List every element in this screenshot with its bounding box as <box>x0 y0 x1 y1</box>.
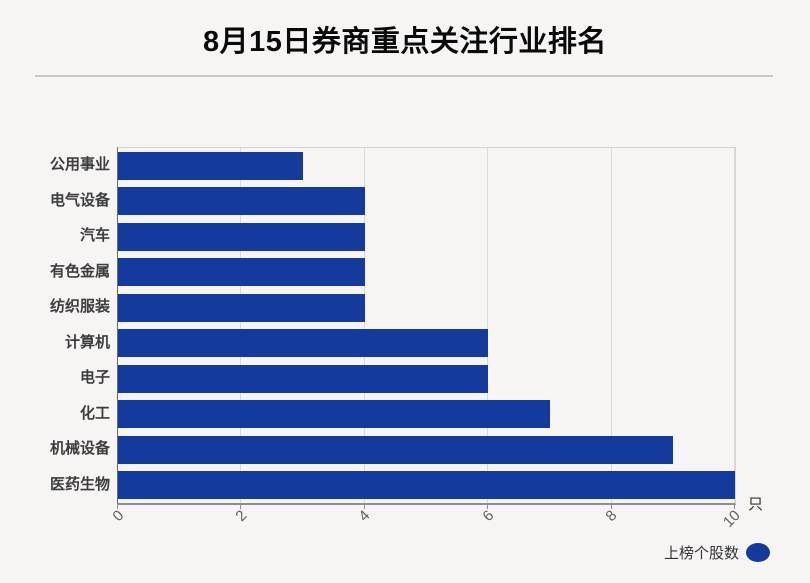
x-axis-unit-label: 只 <box>748 496 764 513</box>
x-tick-mark <box>363 504 365 509</box>
x-tick-mark <box>487 504 489 509</box>
bar-row <box>118 290 735 326</box>
bar-医药生物 <box>118 471 735 500</box>
x-tick-mark <box>240 504 242 509</box>
gridline <box>610 148 612 503</box>
x-tick-mark <box>734 504 735 509</box>
x-tick-label: 6 <box>479 507 498 525</box>
bar-机械设备 <box>118 435 674 464</box>
bar-row <box>118 148 735 184</box>
bar-row <box>118 326 735 362</box>
bar-汽车 <box>118 222 365 251</box>
gridline <box>240 148 242 503</box>
x-tick-label: 10 <box>720 507 745 531</box>
x-tick-label: 8 <box>602 507 621 525</box>
x-tick-mark <box>610 504 612 509</box>
bar-有色金属 <box>118 258 365 287</box>
bar-row <box>118 361 735 397</box>
bar-row <box>118 255 735 291</box>
bar-row <box>118 432 735 468</box>
title-divider <box>35 75 773 77</box>
bar-纺织服装 <box>118 293 365 322</box>
bar-row <box>118 184 735 220</box>
plot-area <box>117 147 736 505</box>
y-axis-labels: 公用事业电气设备汽车有色金属纺织服装计算机电子化工机械设备医药生物 <box>0 147 110 502</box>
legend: 上榜个股数 <box>664 542 770 563</box>
bar-row <box>118 219 735 255</box>
legend-label: 上榜个股数 <box>663 545 739 562</box>
bar-化工 <box>118 400 550 429</box>
x-tick-label: 0 <box>109 507 128 525</box>
category-label: 电子 <box>79 369 110 386</box>
legend-marker-icon <box>746 543 770 562</box>
category-label: 机械设备 <box>49 440 110 457</box>
category-label: 医药生物 <box>49 475 110 493</box>
gridline <box>363 148 365 503</box>
category-label: 汽车 <box>79 227 110 244</box>
x-tick-label: 2 <box>232 507 251 525</box>
x-tick-mark <box>117 504 118 509</box>
category-label: 电气设备 <box>49 191 110 209</box>
category-label: 化工 <box>79 404 110 422</box>
bar-电子 <box>118 364 489 393</box>
category-label: 纺织服装 <box>49 298 110 315</box>
category-label: 计算机 <box>64 333 110 351</box>
bar-公用事业 <box>118 151 304 180</box>
gridline <box>734 148 735 503</box>
bar-row <box>118 468 735 504</box>
bar-电气设备 <box>118 187 365 216</box>
bar-row <box>118 397 735 433</box>
category-label: 有色金属 <box>49 262 110 280</box>
bar-计算机 <box>118 329 489 358</box>
gridline <box>487 148 489 503</box>
chart-title: 8月15日券商重点关注行业排名 <box>203 26 607 58</box>
x-tick-label: 4 <box>355 507 374 525</box>
category-label: 公用事业 <box>49 156 110 173</box>
